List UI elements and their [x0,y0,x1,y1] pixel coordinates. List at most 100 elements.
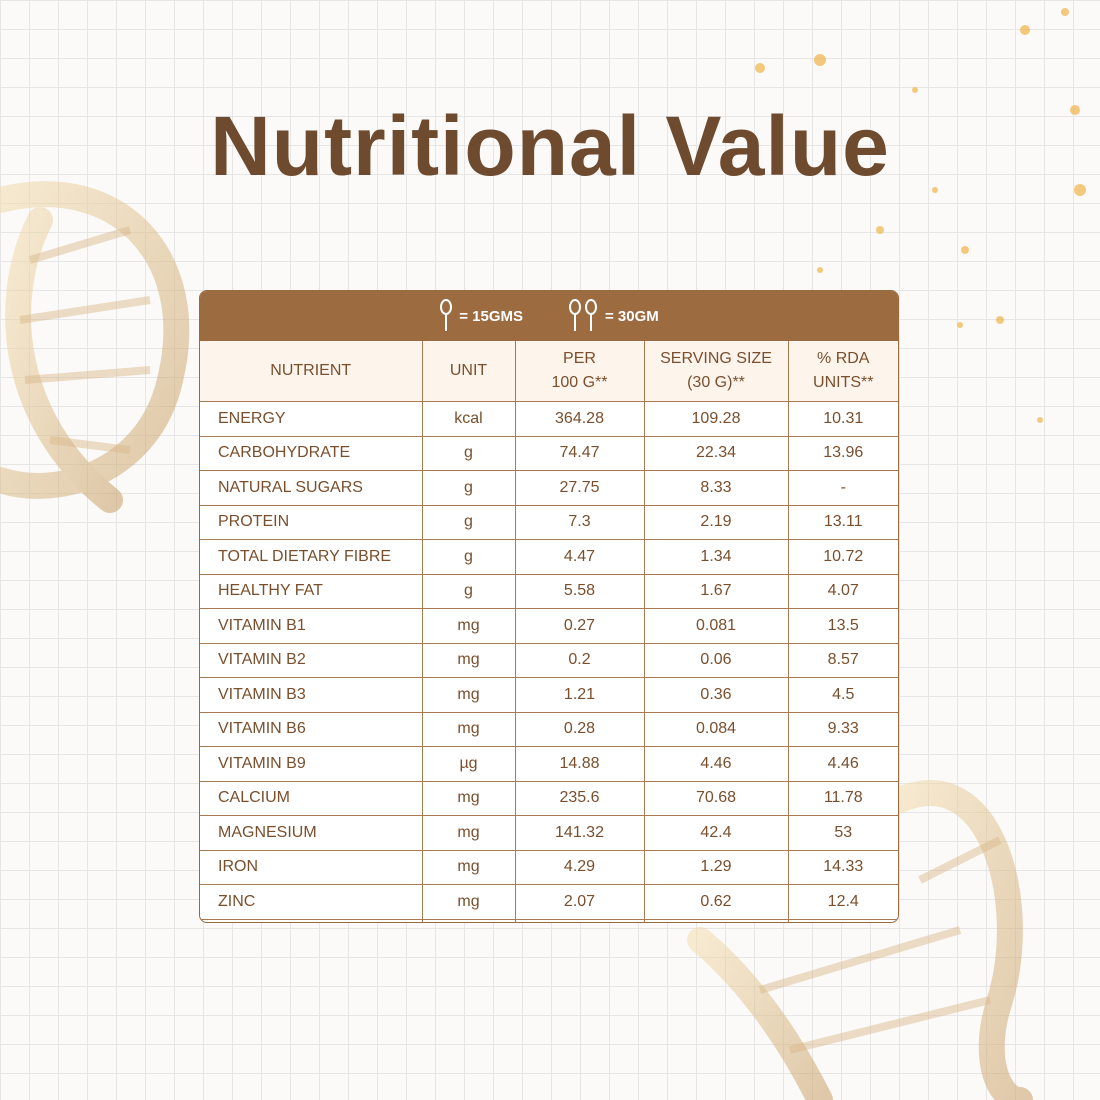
table-cell: 1.67 [643,573,789,609]
nutrient-name: POTASSIUM [200,918,423,922]
table-cell: 13.11 [787,504,898,540]
column-header: SERVING SIZE (30 G)** [643,341,789,402]
table-cell: 4.46 [787,746,898,782]
table-cell: 9.33 [787,711,898,747]
table-cell: 10.31 [787,401,898,437]
table-cell: 4.47 [514,539,645,575]
nutrient-name: TOTAL DIETARY FIBRE [200,539,423,575]
table-cell: 181.57 [643,918,789,922]
table-cell: 10.72 [787,539,898,575]
table-cell: 141.32 [514,815,645,851]
table-cell: 0.081 [643,608,789,644]
table-cell: 27.75 [514,470,645,506]
table-row: VITAMIN B6 mg 0.28 0.084 9.33 [200,711,898,747]
table-cell: mg [421,918,516,922]
table-cell: 53 [787,815,898,851]
table-body: ENERGY kcal 364.28 109.28 10.31 CARBOHYDRATE g… [200,401,898,922]
table-cell: 12.4 [787,884,898,920]
table-cell: 235.6 [514,780,645,816]
spoon-icon [569,299,597,331]
table-cell: 0.2 [514,642,645,678]
column-header: % RDA UNITS** [787,341,898,402]
table-cell: 14.88 [514,746,645,782]
table-cell: 0.28 [514,711,645,747]
scoop-note: = 30GM [605,307,659,325]
column-header: UNIT [421,341,516,402]
table-cell: mg [421,884,516,920]
scoop-note: = 15GMS [459,307,523,325]
table-cell: 4.46 [643,746,789,782]
table-row: TOTAL DIETARY FIBRE g 4.47 1.34 10.72 [200,539,898,575]
nutrition-table: = 15GMS = 30GM NUTRIENT UNIT PER 100 G** SE… [199,290,899,923]
table-cell: g [421,573,516,609]
table-cell: mg [421,849,516,885]
spoon-icon [440,299,453,331]
nutrient-name: HEALTHY FAT [200,573,423,609]
table-cell: kcal [421,401,516,437]
table: NUTRIENT UNIT PER 100 G** SERVING SIZE (30 … [200,341,898,922]
nutrient-name: ENERGY [200,401,423,437]
table-cell: 8.57 [787,642,898,678]
nutrient-name: CALCIUM [200,780,423,816]
nutrient-name: PROTEIN [200,504,423,540]
table-row: HEALTHY FAT g 5.58 1.67 4.07 [200,573,898,609]
table-row: ZINC mg 2.07 0.62 12.4 [200,884,898,920]
table-cell: 0.27 [514,608,645,644]
table-cell: 4.5 [787,677,898,713]
table-cell: 4.29 [514,849,645,885]
column-header: PER 100 G** [514,341,645,402]
table-cell: 2.19 [643,504,789,540]
table-cell: mg [421,711,516,747]
table-cell: 109.28 [643,401,789,437]
table-cell: g [421,504,516,540]
table-cell: 42.4 [643,815,789,851]
table-cell: g [421,435,516,471]
nutrient-name: VITAMIN B3 [200,677,423,713]
table-cell: mg [421,815,516,851]
table-cell: 5.58 [514,573,645,609]
nutrient-name: VITAMIN B1 [200,608,423,644]
table-cell: mg [421,608,516,644]
table-cell: 0.36 [643,677,789,713]
table-cell: 4.07 [787,573,898,609]
table-cell: 70.68 [643,780,789,816]
table-cell: g [421,470,516,506]
table-row: IRON mg 4.29 1.29 14.33 [200,849,898,885]
title: Nutritional Value [210,99,890,193]
nutrient-name: CARBOHYDRATE [200,435,423,471]
table-row: VITAMIN B2 mg 0.2 0.06 8.57 [200,642,898,678]
table-cell: 605.24 [514,918,645,922]
column-header: NUTRIENT [200,341,423,402]
table-row: VITAMIN B9 µg 14.88 4.46 4.46 [200,746,898,782]
table-cell: 13.96 [787,435,898,471]
table-cell: 2.07 [514,884,645,920]
table-cell: 11.78 [787,780,898,816]
nutrient-name: VITAMIN B6 [200,711,423,747]
table-cell: 1.29 [643,849,789,885]
table-cell: 0.084 [643,711,789,747]
table-row: VITAMIN B3 mg 1.21 0.36 4.5 [200,677,898,713]
table-cell: mg [421,642,516,678]
table-cell: mg [421,780,516,816]
table-cell: 74.47 [514,435,645,471]
nutrient-name: IRON [200,849,423,885]
header-row: NUTRIENT UNIT PER 100 G** SERVING SIZE (30 … [200,341,898,402]
table-cell: 364.28 [514,401,645,437]
table-cell: 0.62 [643,884,789,920]
nutrient-name: VITAMIN B2 [200,642,423,678]
table-row: ENERGY kcal 364.28 109.28 10.31 [200,401,898,437]
table-cell: 1.34 [643,539,789,575]
nutrient-name: VITAMIN B9 [200,746,423,782]
table-cell: 12.97 [787,918,898,922]
table-row: POTASSIUMmg605.24181.5712.97 [200,918,898,922]
scoop-one: = 15GMS [439,299,523,333]
table-row: PROTEIN g 7.3 2.19 13.11 [200,504,898,540]
scoop-two: = 30GM [567,299,659,333]
table-cell: 8.33 [643,470,789,506]
table-row: CALCIUM mg 235.6 70.68 11.78 [200,780,898,816]
nutrient-name: MAGNESIUM [200,815,423,851]
table-row: NATURAL SUGARS g 27.75 8.33- [200,470,898,506]
scoop-legend: = 15GMS = 30GM [200,291,898,341]
